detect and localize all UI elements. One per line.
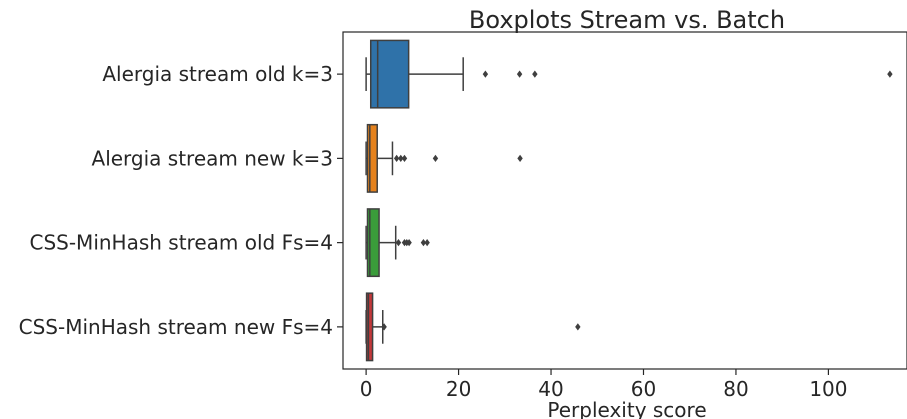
outlier-point bbox=[395, 239, 402, 247]
outlier-point bbox=[432, 154, 439, 162]
box-group bbox=[365, 39, 893, 362]
outlier-point bbox=[482, 70, 489, 78]
x-tick-label: 60 bbox=[631, 377, 656, 401]
x-tick-label: 80 bbox=[723, 377, 748, 401]
outlier-point bbox=[516, 70, 523, 78]
outlier-point bbox=[401, 154, 408, 162]
outlier-point bbox=[424, 239, 430, 247]
outlier-point bbox=[398, 154, 404, 162]
outlier-point bbox=[517, 154, 523, 162]
x-tick-label: 100 bbox=[809, 377, 847, 401]
y-tick-label: Alergia stream old k=3 bbox=[102, 62, 333, 86]
x-tick-label: 20 bbox=[446, 377, 471, 401]
y-tick-label: CSS-MinHash stream new Fs=4 bbox=[19, 315, 333, 339]
outlier-point bbox=[532, 70, 538, 78]
outlier-point bbox=[575, 323, 581, 331]
box-2 bbox=[365, 123, 523, 193]
chart-title: Boxplots Stream vs. Batch bbox=[469, 6, 785, 34]
box-iqr bbox=[369, 39, 410, 109]
x-tick-label: 40 bbox=[538, 377, 563, 401]
x-axis-ticks: 0 20 40 60 80 100 bbox=[360, 369, 848, 401]
plot-area-frame bbox=[342, 31, 907, 370]
x-axis-label: Perplexity score bbox=[547, 398, 706, 419]
y-tick-labels: Alergia stream old k=3 Alergia stream new… bbox=[19, 62, 343, 339]
box-4 bbox=[365, 292, 581, 362]
outlier-point bbox=[406, 239, 412, 247]
outlier-point bbox=[393, 154, 400, 162]
y-tick-label: CSS-MinHash stream old Fs=4 bbox=[29, 231, 333, 255]
outlier-point bbox=[420, 239, 427, 247]
outlier-point bbox=[887, 70, 893, 78]
box-iqr bbox=[365, 292, 374, 362]
y-tick-label: Alergia stream new k=3 bbox=[92, 146, 333, 170]
box-3 bbox=[365, 208, 430, 278]
outlier-point bbox=[381, 323, 387, 331]
box-iqr bbox=[366, 123, 378, 193]
box-iqr bbox=[366, 208, 380, 278]
box-1 bbox=[365, 39, 893, 109]
x-tick-label: 0 bbox=[360, 377, 373, 401]
